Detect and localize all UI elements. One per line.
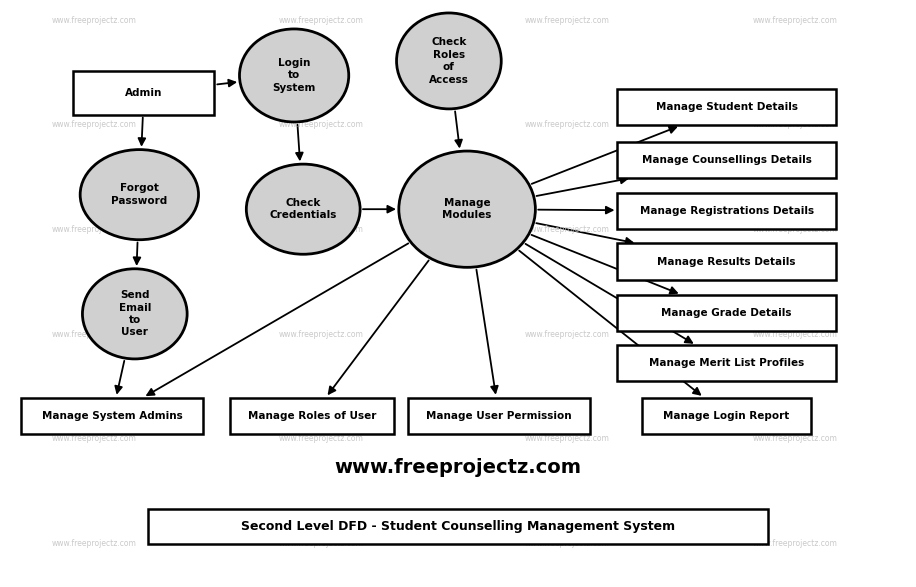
FancyBboxPatch shape <box>73 71 214 114</box>
FancyBboxPatch shape <box>148 508 768 544</box>
Text: Manage Counsellings Details: Manage Counsellings Details <box>641 155 812 165</box>
Text: www.freeprojectz.com: www.freeprojectz.com <box>279 120 364 129</box>
Text: www.freeprojectz.com: www.freeprojectz.com <box>51 539 136 548</box>
FancyBboxPatch shape <box>231 397 394 434</box>
FancyBboxPatch shape <box>21 397 203 434</box>
FancyBboxPatch shape <box>617 193 835 229</box>
Text: www.freeprojectz.com: www.freeprojectz.com <box>525 16 610 25</box>
FancyBboxPatch shape <box>617 345 835 382</box>
FancyBboxPatch shape <box>408 397 590 434</box>
FancyBboxPatch shape <box>617 295 835 330</box>
Text: www.freeprojectz.com: www.freeprojectz.com <box>51 330 136 339</box>
Ellipse shape <box>239 29 349 122</box>
Text: Manage Student Details: Manage Student Details <box>656 103 798 113</box>
Text: www.freeprojectz.com: www.freeprojectz.com <box>51 16 136 25</box>
Text: Manage Results Details: Manage Results Details <box>658 257 796 266</box>
Text: www.freeprojectz.com: www.freeprojectz.com <box>334 458 582 477</box>
Text: Manage System Admins: Manage System Admins <box>41 410 182 421</box>
Text: Manage Registrations Details: Manage Registrations Details <box>639 206 813 216</box>
Text: www.freeprojectz.com: www.freeprojectz.com <box>279 434 364 443</box>
Text: Manage Merit List Profiles: Manage Merit List Profiles <box>649 358 804 368</box>
Text: Admin: Admin <box>125 88 162 98</box>
Text: www.freeprojectz.com: www.freeprojectz.com <box>525 225 610 234</box>
Text: www.freeprojectz.com: www.freeprojectz.com <box>752 434 837 443</box>
Text: www.freeprojectz.com: www.freeprojectz.com <box>752 16 837 25</box>
Text: www.freeprojectz.com: www.freeprojectz.com <box>279 330 364 339</box>
Text: www.freeprojectz.com: www.freeprojectz.com <box>279 225 364 234</box>
FancyBboxPatch shape <box>617 89 835 126</box>
Text: www.freeprojectz.com: www.freeprojectz.com <box>51 225 136 234</box>
Text: Login
to
System: Login to System <box>272 58 316 93</box>
Text: Forgot
Password: Forgot Password <box>111 184 168 206</box>
Ellipse shape <box>246 164 360 254</box>
Text: www.freeprojectz.com: www.freeprojectz.com <box>525 434 610 443</box>
Ellipse shape <box>82 269 187 359</box>
Text: Check
Roles
of
Access: Check Roles of Access <box>429 38 469 85</box>
FancyBboxPatch shape <box>617 244 835 279</box>
Text: Manage Grade Details: Manage Grade Details <box>661 308 791 318</box>
Text: Manage
Modules: Manage Modules <box>442 198 492 220</box>
Text: www.freeprojectz.com: www.freeprojectz.com <box>51 434 136 443</box>
Text: Manage Roles of User: Manage Roles of User <box>248 410 376 421</box>
Ellipse shape <box>81 150 199 239</box>
Text: www.freeprojectz.com: www.freeprojectz.com <box>525 330 610 339</box>
Text: www.freeprojectz.com: www.freeprojectz.com <box>752 539 837 548</box>
Text: www.freeprojectz.com: www.freeprojectz.com <box>279 16 364 25</box>
Text: www.freeprojectz.com: www.freeprojectz.com <box>525 120 610 129</box>
Text: Send
Email
to
User: Send Email to User <box>118 290 151 338</box>
Text: Second Level DFD - Student Counselling Management System: Second Level DFD - Student Counselling M… <box>241 519 675 532</box>
Text: Check
Credentials: Check Credentials <box>269 198 337 220</box>
Text: www.freeprojectz.com: www.freeprojectz.com <box>752 225 837 234</box>
Text: www.freeprojectz.com: www.freeprojectz.com <box>279 539 364 548</box>
FancyBboxPatch shape <box>642 397 811 434</box>
Text: Manage User Permission: Manage User Permission <box>426 410 572 421</box>
Text: Manage Login Report: Manage Login Report <box>663 410 790 421</box>
FancyBboxPatch shape <box>617 141 835 178</box>
Text: www.freeprojectz.com: www.freeprojectz.com <box>752 330 837 339</box>
Text: www.freeprojectz.com: www.freeprojectz.com <box>51 120 136 129</box>
Ellipse shape <box>397 13 501 109</box>
Ellipse shape <box>398 151 535 267</box>
Text: www.freeprojectz.com: www.freeprojectz.com <box>525 539 610 548</box>
Text: www.freeprojectz.com: www.freeprojectz.com <box>752 120 837 129</box>
